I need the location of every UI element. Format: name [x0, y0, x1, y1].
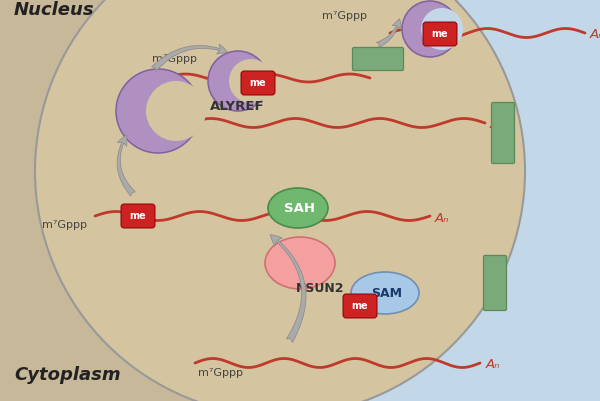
FancyArrowPatch shape: [117, 136, 136, 196]
Text: NSUN2: NSUN2: [296, 282, 344, 295]
Text: m⁷Gppp: m⁷Gppp: [322, 11, 367, 21]
Text: SAM: SAM: [371, 287, 403, 300]
Text: me: me: [431, 29, 448, 39]
Text: SAH: SAH: [284, 202, 314, 215]
FancyBboxPatch shape: [241, 72, 275, 96]
Text: m⁷Gppp: m⁷Gppp: [42, 219, 87, 229]
FancyArrowPatch shape: [376, 20, 401, 49]
Text: Cytoplasm: Cytoplasm: [14, 365, 121, 383]
Ellipse shape: [265, 237, 335, 289]
Text: ALYREF: ALYREF: [210, 100, 265, 113]
Circle shape: [146, 82, 206, 142]
Text: m⁷Gppp: m⁷Gppp: [152, 54, 197, 64]
Circle shape: [35, 0, 525, 401]
Text: me: me: [130, 211, 146, 221]
Text: me: me: [352, 300, 368, 310]
FancyBboxPatch shape: [353, 49, 404, 71]
FancyBboxPatch shape: [343, 294, 377, 318]
FancyBboxPatch shape: [423, 23, 457, 47]
Text: Nucleus: Nucleus: [14, 1, 95, 19]
Text: Aₙ: Aₙ: [590, 28, 600, 41]
Bar: [350, 0, 600, 401]
Text: Aₙ: Aₙ: [486, 358, 500, 371]
Circle shape: [229, 60, 273, 104]
Circle shape: [116, 70, 200, 154]
Circle shape: [208, 52, 268, 112]
Text: m⁷Gppp: m⁷Gppp: [198, 367, 243, 377]
Ellipse shape: [351, 272, 419, 314]
FancyBboxPatch shape: [491, 103, 515, 164]
Text: Aₙ: Aₙ: [435, 212, 449, 225]
FancyBboxPatch shape: [121, 205, 155, 229]
Ellipse shape: [268, 188, 328, 229]
Text: me: me: [250, 78, 266, 88]
Circle shape: [402, 2, 458, 58]
FancyArrowPatch shape: [152, 45, 227, 72]
FancyBboxPatch shape: [484, 256, 506, 311]
FancyArrowPatch shape: [270, 235, 306, 342]
Circle shape: [421, 9, 463, 51]
Text: Aₙ: Aₙ: [490, 118, 505, 131]
